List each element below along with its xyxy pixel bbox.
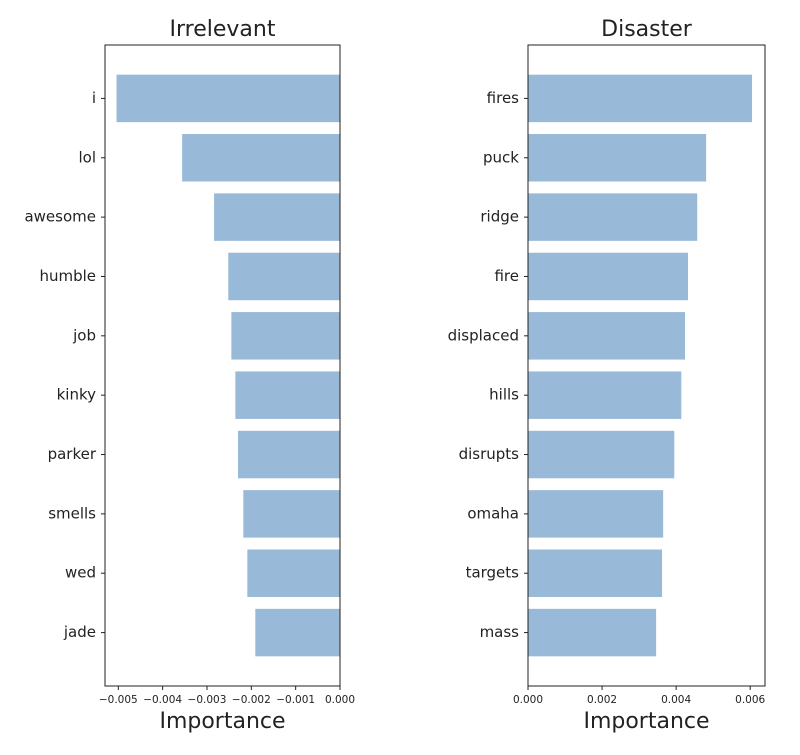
x-tick-label: 0.002 xyxy=(587,694,617,706)
y-tick-label: mass xyxy=(480,623,520,641)
bar xyxy=(235,371,340,419)
y-tick-label: smells xyxy=(48,504,96,522)
bar xyxy=(528,252,688,301)
bar xyxy=(528,193,698,241)
y-tick-label: i xyxy=(92,89,96,107)
bar xyxy=(528,371,682,419)
y-tick-label: puck xyxy=(483,148,519,166)
y-tick-label: fire xyxy=(494,267,519,285)
y-tick-label: targets xyxy=(466,564,520,582)
x-axis-label: Importance xyxy=(159,709,285,734)
x-tick-label: −0.003 xyxy=(188,694,227,706)
y-tick-label: displaced xyxy=(448,326,519,344)
bar xyxy=(528,608,657,657)
y-tick-label: disrupts xyxy=(459,445,520,463)
y-tick-label: ridge xyxy=(480,208,519,226)
y-tick-label: hills xyxy=(489,386,519,404)
x-tick-label: 0.000 xyxy=(513,694,543,706)
y-tick-label: awesome xyxy=(24,208,96,226)
y-tick-label: wed xyxy=(65,564,96,582)
y-tick-label: jade xyxy=(63,623,96,641)
bar xyxy=(528,490,664,538)
x-tick-label: 0.006 xyxy=(735,694,765,706)
x-tick-label: −0.001 xyxy=(276,694,315,706)
x-tick-label: 0.000 xyxy=(325,694,355,706)
bar xyxy=(528,312,686,360)
bar xyxy=(528,549,663,597)
x-tick-label: −0.002 xyxy=(232,694,271,706)
x-tick-label: −0.004 xyxy=(143,694,182,706)
bar xyxy=(247,549,340,597)
bar xyxy=(214,193,340,241)
bar xyxy=(228,252,340,301)
y-tick-label: lol xyxy=(78,148,96,166)
y-tick-label: humble xyxy=(39,267,96,285)
bar xyxy=(182,134,340,182)
bar xyxy=(528,134,707,182)
chart-title: Disaster xyxy=(601,17,693,42)
bar xyxy=(243,490,340,538)
y-tick-label: fires xyxy=(487,89,520,107)
x-axis-label: Importance xyxy=(583,709,709,734)
bar xyxy=(528,430,675,479)
bar xyxy=(116,74,340,123)
bar xyxy=(238,430,340,479)
y-tick-label: kinky xyxy=(57,386,97,404)
x-tick-label: −0.005 xyxy=(99,694,138,706)
y-tick-label: omaha xyxy=(467,504,519,522)
bar xyxy=(528,74,753,123)
axes-frame xyxy=(104,44,341,687)
y-tick-label: job xyxy=(72,326,96,344)
bar xyxy=(231,312,340,360)
x-tick-label: 0.004 xyxy=(661,694,691,706)
axes-frame xyxy=(527,44,766,687)
y-tick-label: parker xyxy=(48,445,97,463)
chart-title: Irrelevant xyxy=(170,17,276,42)
bar xyxy=(255,608,340,657)
